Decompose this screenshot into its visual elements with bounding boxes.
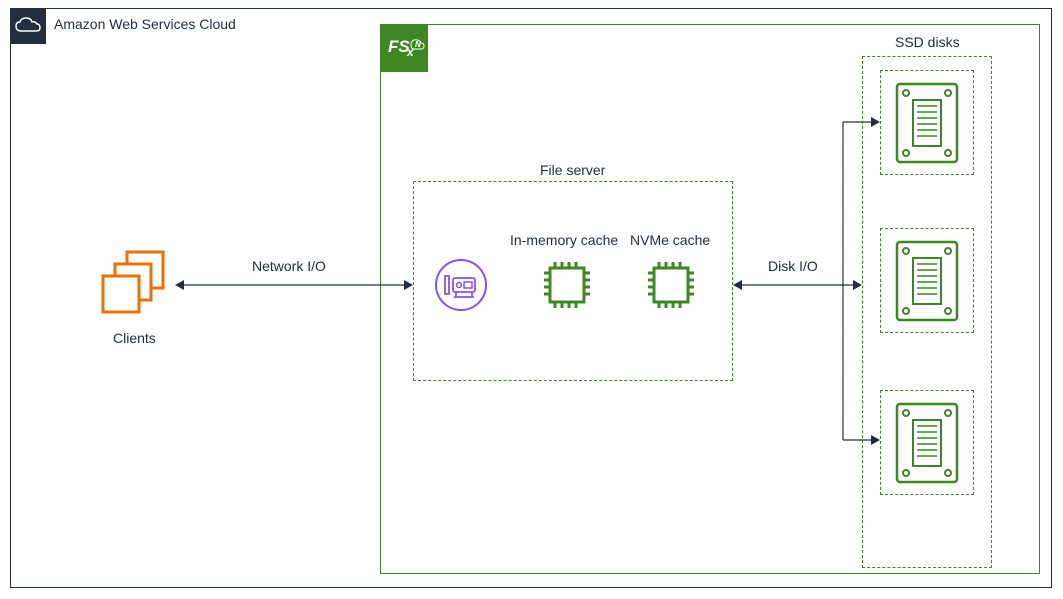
network-io-arrow — [175, 278, 413, 292]
fsx-icon: FS x N — [380, 24, 428, 72]
in-memory-cache-chip-icon — [538, 256, 596, 314]
nvme-cache-chip-icon — [642, 256, 700, 314]
file-server-icon — [434, 258, 488, 312]
svg-text:x: x — [406, 45, 415, 59]
svg-text:N: N — [415, 40, 421, 49]
nvme-cache-label: NVMe cache — [630, 232, 710, 248]
network-io-label: Network I/O — [252, 258, 326, 274]
clients-icon — [97, 246, 173, 322]
file-server-label: File server — [540, 162, 605, 178]
aws-cloud-title: Amazon Web Services Cloud — [54, 16, 236, 32]
ssd-disks-label: SSD disks — [895, 34, 960, 50]
aws-cloud-icon — [10, 8, 46, 44]
in-memory-cache-label: In-memory cache — [510, 232, 618, 248]
ssd-disk-1-icon — [895, 82, 959, 164]
disk-io-arrows — [733, 112, 883, 452]
clients-label: Clients — [113, 330, 156, 346]
ssd-disk-3-icon — [895, 402, 959, 484]
ssd-disk-2-icon — [895, 240, 959, 322]
